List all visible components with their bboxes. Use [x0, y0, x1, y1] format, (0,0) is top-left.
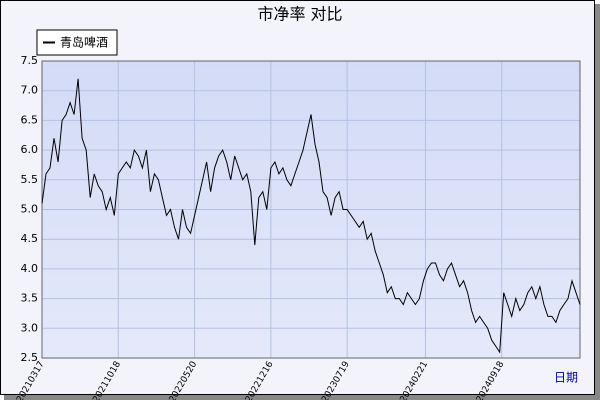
plot-border — [41, 60, 581, 359]
y-tick-label: 7.5 — [21, 54, 39, 67]
y-tick-label: 3.5 — [21, 292, 39, 305]
shadow — [4, 395, 600, 400]
y-tick-label: 3.0 — [21, 321, 39, 334]
y-tick-label: 7.0 — [21, 84, 39, 97]
shadow — [595, 4, 600, 400]
y-tick-label: 4.5 — [21, 232, 39, 245]
y-tick-label: 5.5 — [21, 173, 39, 186]
line-series — [41, 78, 581, 354]
chart-title: 市净率 对比 — [257, 5, 342, 24]
legend-label: 青岛啤酒 — [60, 35, 108, 50]
x-axis-label: 日期 — [554, 371, 578, 385]
y-tick-label: 5.0 — [21, 203, 39, 216]
y-tick-label: 6.0 — [21, 143, 39, 156]
y-tick-label: 2.5 — [21, 351, 39, 364]
legend — [36, 29, 118, 56]
y-tick-label: 6.5 — [21, 113, 39, 126]
y-tick-label: 4.0 — [21, 262, 39, 275]
